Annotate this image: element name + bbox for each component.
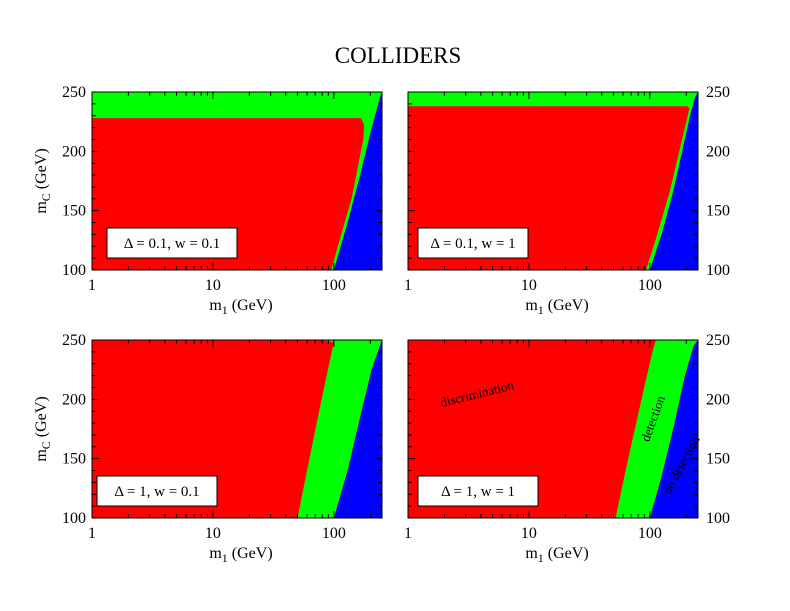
panel-top-left: 1 10 100 100 150 200 250 m1 (GeV) mC (GeV) Δ = 0.… [33,84,383,317]
x-tick-label: 10 [521,277,537,294]
x-axis-label: m1 (GeV) [525,297,588,317]
panel-label: Δ = 0.1, w = 1 [430,236,515,252]
x-tick-label: 1 [88,525,96,542]
panel-label: Δ = 1, w = 0.1 [114,484,199,500]
y-tick-label: 100 [706,262,730,279]
y-tick-label: 250 [62,332,86,349]
panel-bottom-left: 1 10 100 100 150 200 250 m1 (GeV) mC (GeV) Δ = 1,… [33,332,383,565]
panel-frame [91,339,383,519]
x-axis-label: m1 (GeV) [209,297,272,317]
x-tick-label: 100 [638,525,662,542]
plot-area [92,340,382,518]
region-discrimination [92,340,334,518]
x-axis-label: m1 (GeV) [209,545,272,565]
y-axis-label: mC (GeV) [33,148,53,213]
x-tick-label: 10 [205,525,221,542]
panel-label: Δ = 0.1, w = 0.1 [124,236,221,252]
region-no-detection [333,92,382,270]
x-tick-label: 1 [404,277,412,294]
panel-frame [407,91,699,271]
x-tick-label: 1 [404,525,412,542]
y-tick-label: 250 [62,84,86,101]
y-tick-label: 250 [706,332,730,349]
x-tick-label: 10 [521,525,537,542]
y-tick-label: 150 [706,203,730,220]
x-tick-label: 100 [322,277,346,294]
region-discrimination [408,340,656,518]
y-axis-label: mC (GeV) [33,396,53,461]
y-tick-label: 250 [706,84,730,101]
x-tick-label: 100 [322,525,346,542]
panel-label-box [417,475,539,507]
panel-label: Δ = 1, w = 1 [441,484,515,500]
x-tick-label: 10 [205,277,221,294]
figure-title: COLLIDERS [335,43,462,68]
region-no-detection [333,340,382,518]
x-tick-label: 100 [638,277,662,294]
y-tick-label: 150 [62,203,86,220]
panels: 1 10 100 100 150 200 250 m1 (GeV) mC (GeV) Δ = 0.… [33,84,730,565]
y-tick-label: 150 [62,451,86,468]
region-no-detection [649,92,698,270]
x-tick-label: 1 [88,277,96,294]
panel-frame [91,91,383,271]
panel-top-right: 1 10 100 100 150 200 250 m1 (GeV) Δ = 0.1, w = 1 [404,84,730,317]
x-axis-label: m1 (GeV) [525,545,588,565]
region-no-detection [649,340,698,518]
y-tick-label: 200 [706,143,730,160]
panel-label-box [96,475,218,507]
y-tick-label: 200 [62,143,86,160]
y-tick-label: 100 [62,510,86,527]
panel-label-box [417,227,529,259]
y-tick-label: 200 [706,391,730,408]
y-tick-label: 100 [706,510,730,527]
y-tick-label: 200 [62,391,86,408]
panel-frame [407,339,699,519]
y-tick-label: 150 [706,451,730,468]
plot-area [408,340,698,518]
y-tick-label: 100 [62,262,86,279]
panel-label-box [106,227,238,259]
